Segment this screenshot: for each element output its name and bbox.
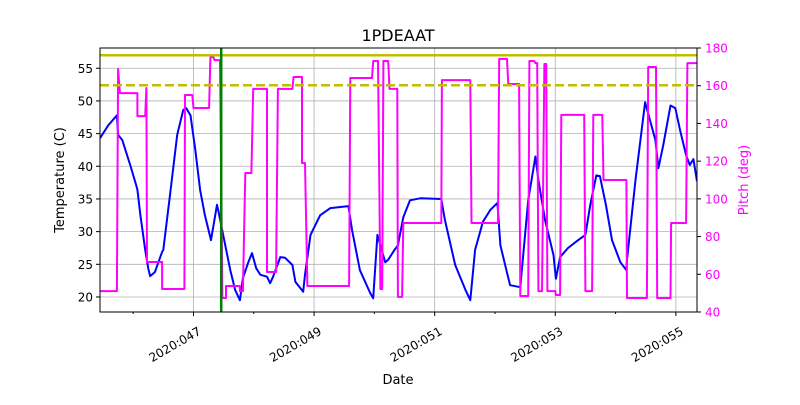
y2-tick-label: 180	[705, 42, 728, 56]
y-tick-label: 35	[78, 192, 93, 206]
x-axis-label: Date	[382, 373, 413, 388]
pitch-line	[100, 56, 697, 299]
x-tick-label: 2020:049	[267, 324, 324, 365]
y-tick-label: 50	[78, 94, 93, 108]
plot-frame	[99, 47, 698, 313]
x-tick-label: 2020:051	[388, 324, 445, 365]
y-tick-label: 40	[78, 160, 93, 174]
y2-tick-label: 60	[705, 268, 720, 282]
x-tick-label: 2020:055	[629, 324, 686, 365]
y2-tick-label: 120	[705, 155, 728, 169]
y-tick-label: 20	[78, 290, 93, 304]
y2-tick-label: 160	[705, 79, 728, 93]
y2-axis-label: Pitch (deg)	[737, 145, 752, 215]
x-tick-label: 2020:053	[508, 324, 565, 365]
x-tick-label: 2020:047	[147, 324, 204, 365]
temperature-line	[100, 101, 697, 302]
y2-tick-label: 140	[705, 117, 728, 131]
y2-tick-label: 40	[705, 306, 720, 320]
y-tick-label: 55	[78, 62, 93, 76]
y-axis-label: Temperature (C)	[53, 127, 68, 234]
y-tick-label: 25	[78, 258, 93, 272]
y2-tick-label: 80	[705, 230, 720, 244]
y-tick-label: 45	[78, 127, 93, 141]
y-tick-label: 30	[78, 225, 93, 239]
chart-title: 1PDEAAT	[361, 26, 434, 45]
y2-tick-label: 100	[705, 192, 728, 206]
